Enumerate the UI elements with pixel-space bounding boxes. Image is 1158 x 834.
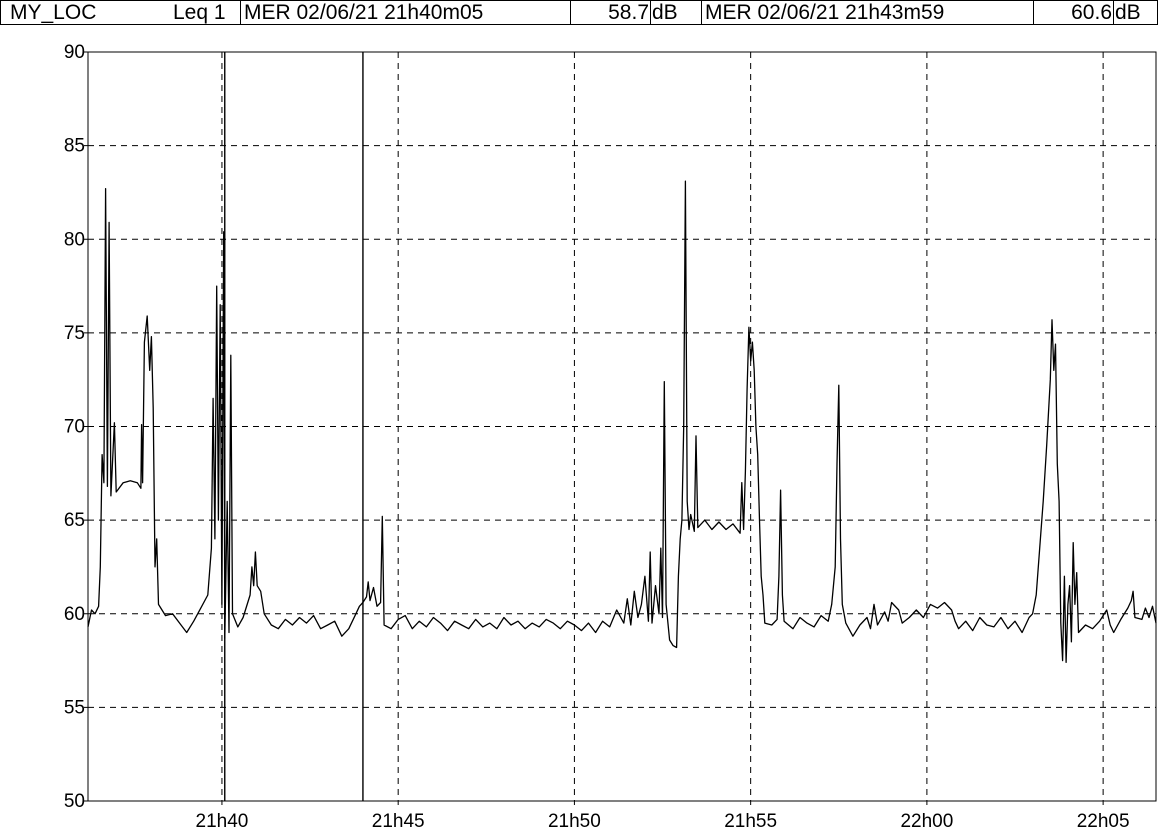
cursor2-value-box: 60.6 bbox=[1033, 0, 1114, 25]
x-tick-label: 21h40 bbox=[196, 811, 249, 832]
y-tick-label: 75 bbox=[64, 323, 85, 344]
plot-frame bbox=[87, 51, 1157, 802]
y-axis-ticks: 50 55 60 65 70 75 80 85 90 bbox=[64, 42, 88, 812]
x-tick-label: 21h50 bbox=[548, 811, 601, 832]
cursor1-datetime-text: MER 02/06/21 21h40m05 bbox=[244, 1, 484, 24]
y-tick-label: 60 bbox=[64, 604, 85, 625]
y-tick-label: 70 bbox=[64, 417, 85, 438]
y-tick-label: 85 bbox=[64, 136, 85, 157]
cursor1-value: 58.7 bbox=[608, 1, 649, 24]
cursor2-unit: dB bbox=[1115, 1, 1141, 24]
y-tick-label: 50 bbox=[64, 791, 85, 812]
cursor2-datetime-text: MER 02/06/21 21h43m59 bbox=[705, 1, 945, 24]
x-tick-label: 21h55 bbox=[724, 811, 777, 832]
cursor1-unit: dB bbox=[652, 1, 678, 24]
y-tick-label: 80 bbox=[64, 229, 85, 250]
y-tick-label: 90 bbox=[64, 42, 85, 63]
grid bbox=[88, 52, 1156, 801]
series bbox=[87, 180, 1157, 664]
x-tick-label: 22h00 bbox=[900, 811, 953, 832]
series-line bbox=[87, 180, 1157, 664]
location-label: MY_LOC bbox=[10, 1, 97, 24]
y-tick-label: 55 bbox=[64, 697, 85, 718]
cursor1-value-box: 58.7 bbox=[570, 0, 651, 25]
y-tick-label: 65 bbox=[64, 510, 85, 531]
location-label-box: MY_LOC Leq 1 bbox=[0, 0, 241, 25]
x-axis-ticks: 21h40 21h45 21h50 21h55 22h00 22h05 bbox=[196, 801, 1130, 832]
x-tick-label: 22h05 bbox=[1077, 811, 1130, 832]
x-tick-label: 21h45 bbox=[372, 811, 425, 832]
metric-label: Leq 1 bbox=[173, 1, 226, 24]
cursor2-value: 60.6 bbox=[1071, 1, 1112, 24]
